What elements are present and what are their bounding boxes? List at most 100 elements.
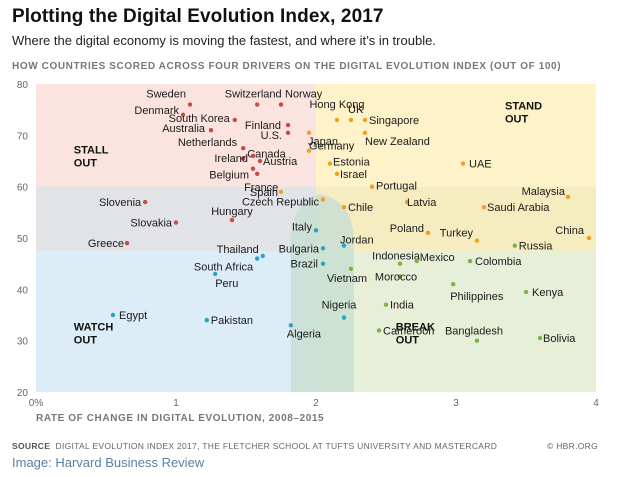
- point-label-jordan: Jordan: [340, 235, 374, 247]
- point-label-chile: Chile: [348, 202, 373, 214]
- data-point-uae: [460, 161, 466, 166]
- data-point-australia: [208, 128, 214, 133]
- point-label-south-africa: South Africa: [194, 262, 254, 274]
- quadrant-label-break-out: BREAK OUT: [396, 321, 435, 346]
- point-label-austria: Austria: [263, 156, 298, 168]
- data-point-slovakia: [173, 220, 179, 225]
- zone-stand-overlap: [316, 186, 596, 251]
- data-point-slovenia: [143, 199, 148, 205]
- data-point-chile: [341, 205, 347, 210]
- point-label-malaysia: Malaysia: [522, 186, 566, 198]
- data-point-india: [383, 302, 389, 307]
- data-point-singapore: [362, 117, 368, 123]
- y-tick-label: 20: [17, 388, 29, 399]
- data-point-hungary: [229, 217, 235, 223]
- point-label-canada: Canada: [247, 148, 286, 160]
- image-credit: Image: Harvard Business Review: [12, 455, 205, 470]
- data-point-japan: [306, 130, 312, 135]
- data-point-poland: [425, 230, 431, 236]
- source-note: SOURCE DIGITAL EVOLUTION INDEX 2017, THE…: [12, 441, 497, 451]
- point-label-hong-kong: Hong Kong: [309, 99, 364, 111]
- point-label-hungary: Hungary: [211, 206, 253, 218]
- data-point-canada: [241, 156, 246, 161]
- data-point-norway: [278, 102, 284, 107]
- point-label-morocco: Morocco: [375, 272, 417, 284]
- x-axis-title: RATE OF CHANGE IN DIGITAL EVOLUTION, 200…: [36, 413, 324, 424]
- data-point-malaysia: [565, 194, 571, 200]
- data-point-belgium: [250, 166, 256, 171]
- data-point-netherlands: [241, 145, 246, 151]
- y-tick-label: 50: [17, 234, 29, 245]
- data-point-hong-kong: [334, 117, 340, 123]
- point-label-uae: UAE: [469, 159, 492, 171]
- point-label-norway: Norway: [285, 89, 323, 101]
- point-label-nigeria: Nigeria: [322, 300, 358, 312]
- y-tick-label: 70: [17, 131, 29, 142]
- y-tick-label: 80: [17, 80, 29, 91]
- x-tick-label: 2: [313, 398, 319, 409]
- data-point-kenya: [523, 289, 529, 295]
- point-label-slovenia: Slovenia: [99, 197, 142, 209]
- point-label-brazil: Brazil: [290, 259, 318, 271]
- zone-watch-out: [36, 250, 316, 392]
- point-label-portugal: Portugal: [376, 181, 417, 193]
- data-point-south-korea: [232, 117, 237, 123]
- point-label-slovakia: Slovakia: [130, 218, 172, 230]
- data-point-philippines: [451, 282, 456, 287]
- point-label-estonia: Estonia: [333, 157, 371, 169]
- point-label-thailand: Thailand: [217, 244, 259, 256]
- copyright: © HBR.ORG: [547, 441, 598, 451]
- data-point-turkey: [474, 238, 480, 243]
- data-point-sweden: [187, 102, 193, 107]
- data-point-vietnam: [348, 266, 354, 271]
- data-point-spain: [278, 189, 284, 194]
- point-label-turkey: Turkey: [440, 228, 474, 240]
- point-label-india: India: [390, 300, 415, 312]
- source-label: SOURCE: [12, 441, 51, 451]
- scatter-chart: 20 30 40 50 60 70 80 0% 1 2 3 4 RATE OF CHANGE IN DI…: [17, 80, 599, 424]
- source-text: DIGITAL EVOLUTION INDEX 2017, THE FLETCH…: [55, 441, 498, 451]
- point-label-greece: Greece: [88, 238, 124, 250]
- x-tick-label: 1: [173, 398, 179, 409]
- data-point-china: [586, 235, 592, 241]
- data-point-ireland: [250, 153, 256, 159]
- point-label-singapore: Singapore: [369, 115, 419, 127]
- data-point-greece: [124, 240, 130, 246]
- data-point-morocco: [397, 274, 403, 279]
- point-label-pakistan: Pakistan: [211, 315, 253, 327]
- data-point-brazil: [320, 261, 326, 266]
- point-label-vietnam: Vietnam: [327, 273, 367, 285]
- point-label-cameroon: Cameroon: [383, 325, 434, 337]
- y-tick-label: 40: [17, 285, 29, 296]
- data-point-russia: [512, 243, 517, 248]
- data-point-bulgaria: [320, 246, 326, 251]
- data-point-switzerland: [255, 102, 260, 107]
- data-point-jordan: [341, 243, 347, 248]
- page-subtitle: Where the digital economy is moving the …: [12, 33, 436, 48]
- chart-title: HOW COUNTRIES SCORED ACROSS FOUR DRIVERS…: [12, 61, 562, 72]
- point-label-u-s-: U.S.: [261, 130, 282, 142]
- point-label-bolivia: Bolivia: [543, 333, 576, 345]
- point-label-algeria: Algeria: [287, 328, 322, 340]
- data-point-bangladesh: [474, 338, 480, 343]
- point-label-poland: Poland: [390, 223, 424, 235]
- data-point-israel: [334, 171, 340, 177]
- point-label-uk: UK: [348, 104, 364, 116]
- point-label-philippines: Philippines: [450, 291, 504, 303]
- zone-break-out: [316, 250, 596, 392]
- point-label-saudi-arabia: Saudi Arabia: [487, 202, 550, 214]
- point-label-netherlands: Netherlands: [178, 137, 238, 149]
- data-point-france: [255, 171, 260, 177]
- data-point-nigeria: [341, 315, 347, 320]
- data-point-latvia: [404, 199, 410, 205]
- data-point-colombia: [467, 258, 473, 264]
- data-point-egypt: [110, 312, 116, 318]
- data-point-algeria: [288, 323, 293, 328]
- point-label-italy: Italy: [292, 221, 313, 233]
- point-label-denmark: Denmark: [134, 105, 179, 117]
- data-point-pakistan: [204, 317, 209, 323]
- data-point-thailand: [260, 253, 265, 259]
- point-label-belgium: Belgium: [209, 170, 249, 182]
- data-point-new-zealand: [362, 130, 368, 135]
- data-point-czech-republic: [320, 197, 326, 202]
